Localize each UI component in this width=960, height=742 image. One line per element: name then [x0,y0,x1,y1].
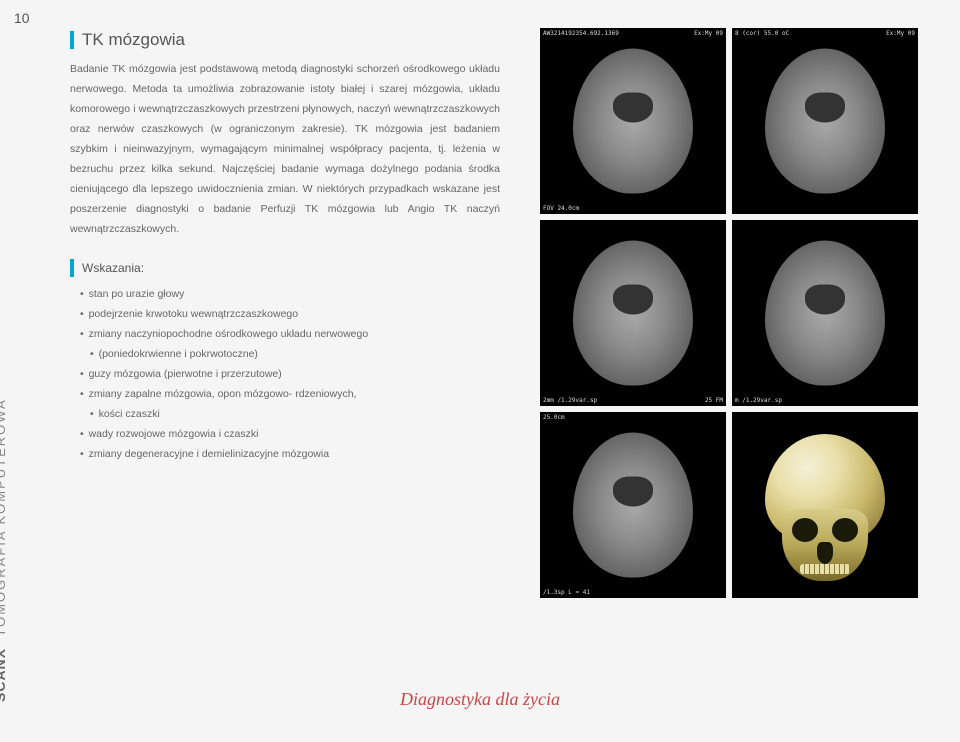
subheading-row: Wskazania: [70,259,500,277]
page-title: TK mózgowia [82,30,185,50]
accent-bar [70,259,74,277]
ct-meta: FOV 24.0cm [543,205,579,212]
list-item: podejrzenie krwotoku wewnątrzczaszkowego [80,305,500,325]
list-item-sub: (poniedokrwienne i pokrwotoczne) [80,345,500,365]
list-item: guzy mózgowia (pierwotne i przerzutowe) [80,365,500,385]
image-row: AW3214192354.692.1369 Ex:My 09 FOV 24.0c… [540,28,918,214]
ct-scan-image: m /1.29var.sp [732,220,918,406]
brain-slice-icon [765,49,885,194]
ct-meta: m /1.29var.sp [735,397,782,404]
list-item: zmiany naczyniopochodne ośrodkowego ukła… [80,325,500,345]
brand-logo: SCANX [0,648,8,702]
ct-meta: AW3214192354.692.1369 [543,30,619,37]
subheading: Wskazania: [82,261,144,275]
ct-meta: 8 (cor) 55.0 oC [735,30,789,37]
list-item: stan po urazie głowy [80,285,500,305]
title-row: TK mózgowia [70,30,500,50]
body-paragraph: Badanie TK mózgowia jest podstawową meto… [70,60,500,239]
brain-slice-icon [573,433,693,578]
list-item: zmiany zapalne mózgowia, opon mózgowo- r… [80,385,500,405]
ct-scan-image: 2mm /1.29var.sp 25 FM [540,220,726,406]
ct-meta: 25 FM [705,397,723,404]
page-number: 10 [14,10,30,26]
image-row: 2mm /1.29var.sp 25 FM m /1.29var.sp [540,220,918,406]
text-column: TK mózgowia Badanie TK mózgowia jest pod… [70,30,500,465]
ct-scan-image: 25.0cm /1.3sp L = 41 [540,412,726,598]
sidebar-vertical-label: SCANX TOMOGRAFIA KOMPUTEROWA [0,398,8,702]
image-column: AW3214192354.692.1369 Ex:My 09 FOV 24.0c… [540,28,918,598]
brain-slice-icon [573,241,693,386]
section-label: TOMOGRAFIA KOMPUTEROWA [0,398,8,636]
accent-bar [70,31,74,49]
ct-meta: /1.3sp L = 41 [543,589,590,596]
skull-3d-image [732,412,918,598]
ct-scan-image: 8 (cor) 55.0 oC Ex:My 09 [732,28,918,214]
tagline: Diagnostyka dla życia [400,689,560,710]
indications-list: stan po urazie głowy podejrzenie krwotok… [70,285,500,464]
ct-meta: Ex:My 09 [886,30,915,37]
list-item-sub: kości czaszki [80,405,500,425]
list-item: zmiany degeneracyjne i demielinizacyjne … [80,445,500,465]
brain-slice-icon [573,49,693,194]
list-item: wady rozwojowe mózgowia i czaszki [80,425,500,445]
image-row: 25.0cm /1.3sp L = 41 [540,412,918,598]
brain-slice-icon [765,241,885,386]
ct-scan-image: AW3214192354.692.1369 Ex:My 09 FOV 24.0c… [540,28,726,214]
skull-icon [760,434,890,584]
ct-meta: Ex:My 09 [694,30,723,37]
ct-meta: 25.0cm [543,414,565,421]
ct-meta: 2mm /1.29var.sp [543,397,597,404]
